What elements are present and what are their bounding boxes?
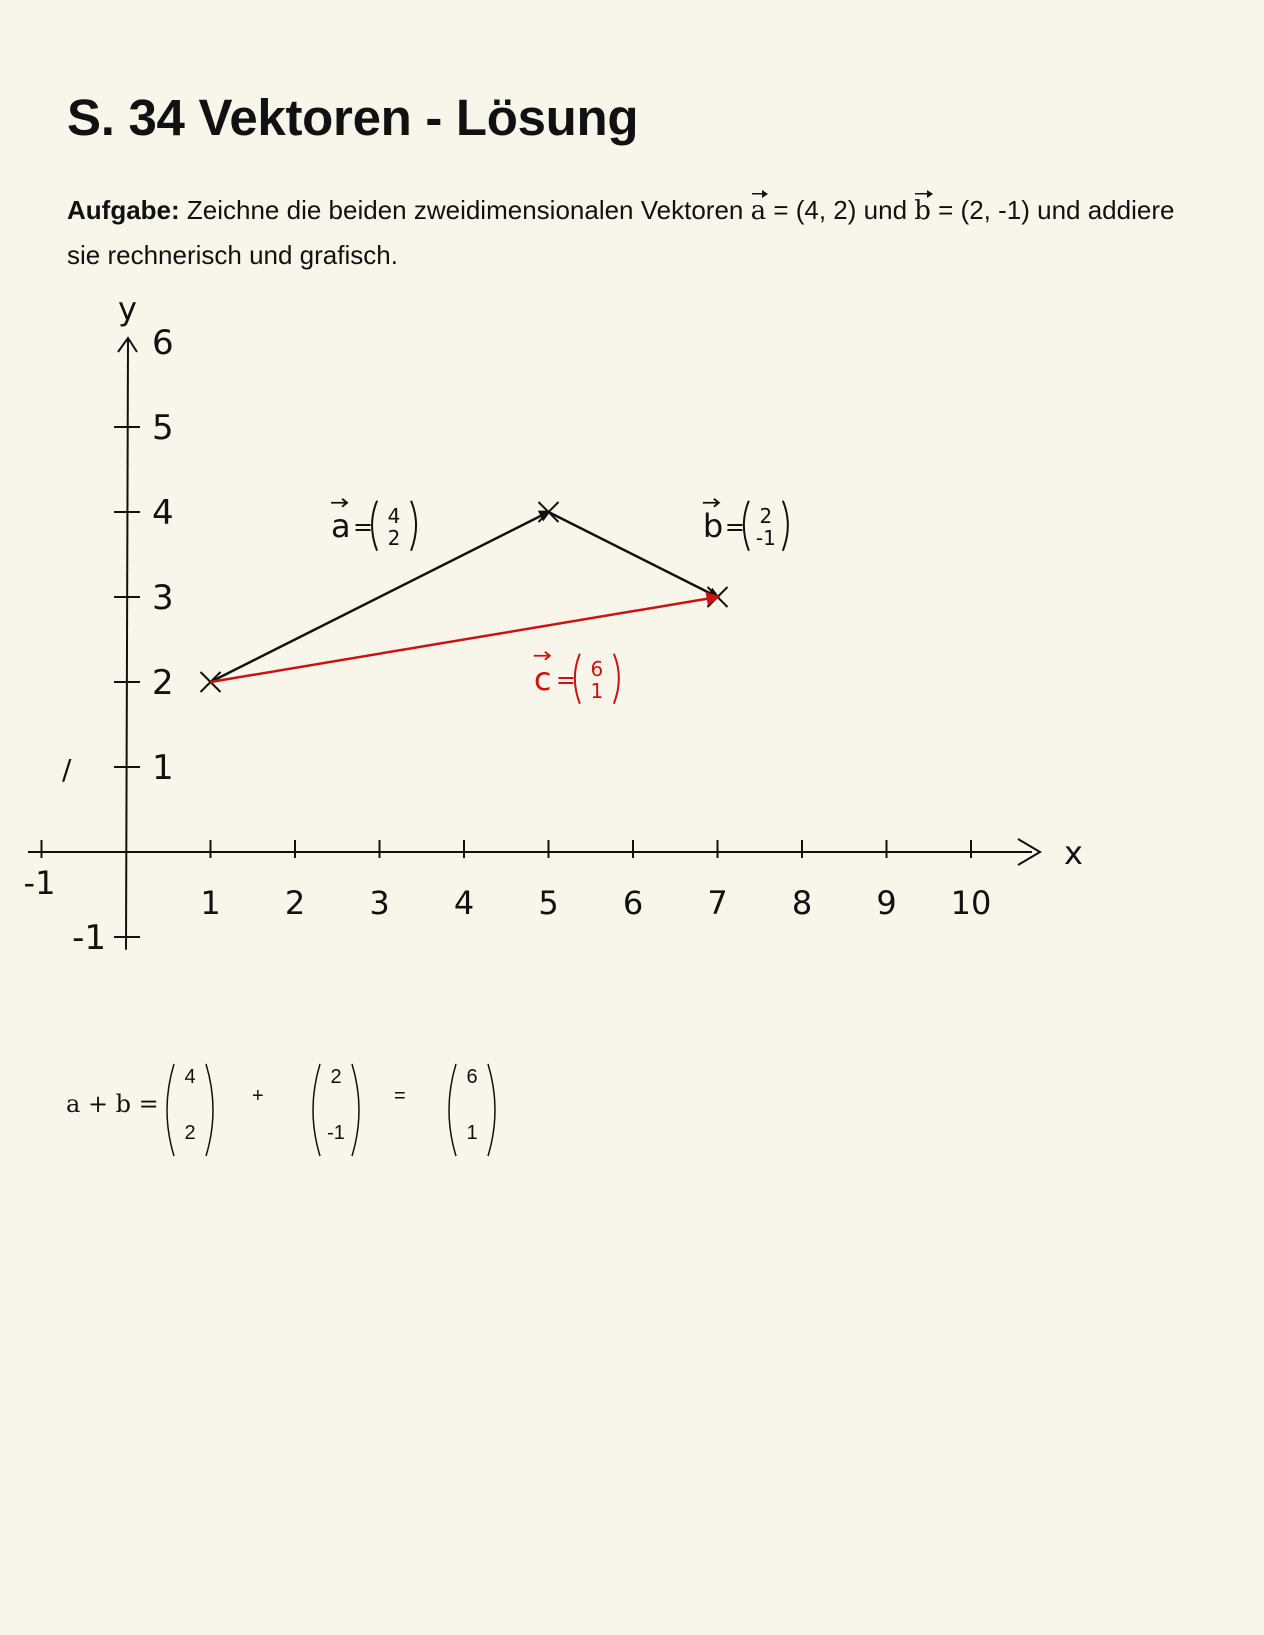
matrix-a-brackets [166, 1063, 214, 1157]
vector-c-name: c [534, 660, 552, 698]
x-tick-label-1: 1 [200, 884, 220, 922]
matrix-c-brackets [448, 1063, 496, 1157]
task-paragraph: Aufgabe: Zeichne die beiden zweidimensio… [67, 188, 1207, 277]
x-axis-label: x [1064, 834, 1083, 872]
x-axis-arrow [1017, 838, 1042, 866]
task-label: Aufgabe: [67, 195, 180, 225]
equals-sign: = [394, 1085, 406, 1107]
vector-c-component-y: 1 [590, 679, 603, 703]
ticks-group: -1 1 2 3 4 5 6 7 8 9 10 -1 1 2 3 4 5 6 [24, 323, 992, 958]
y-axis-label: y [118, 290, 137, 328]
x-tick-label-4: 4 [454, 884, 474, 922]
y-axis-arrow [117, 336, 138, 353]
y-tick-label-6: 6 [152, 323, 174, 363]
vector-c-arrow [210, 591, 721, 684]
vector-b-name: b [703, 507, 723, 545]
plus-sign: + [252, 1085, 264, 1107]
vector-a-component-y: 2 [388, 526, 401, 550]
vector-a-arrow [209, 510, 552, 684]
y-tick-label-5: 5 [152, 408, 174, 448]
vector-b-arrow-accent [702, 498, 721, 508]
stray-mark: / [62, 753, 72, 786]
vector-c-label: c = 61 [533, 651, 620, 705]
x-tick-label-7: 7 [707, 884, 727, 922]
sum-lhs: a + b = [66, 1090, 159, 1118]
vectors-group [199, 501, 729, 693]
matrix-a-bottom: 2 [184, 1122, 196, 1144]
vector-b-label: b = 2-1 [702, 498, 789, 552]
vector-b-component-y: -1 [756, 526, 776, 550]
vector-a-component-x: 4 [388, 504, 401, 528]
vector-a-equals: = [353, 513, 373, 541]
y-axis-line [125, 339, 129, 950]
vector-b-right-paren [781, 500, 789, 552]
x-tick-label--1: -1 [24, 864, 56, 902]
matrix-b-top: 2 [330, 1066, 342, 1088]
y-tick-label-2: 2 [152, 663, 174, 703]
matrix-c: 6 1 [442, 1060, 502, 1160]
vector-a-left-paren [371, 500, 378, 552]
vector-b-symbol: b [914, 189, 933, 233]
vector-c-arrow-accent [533, 651, 552, 661]
vector-c-equals: = [556, 666, 576, 694]
axes-group [28, 336, 1042, 950]
vector-a-label: a = 42 [331, 498, 418, 552]
vector-a-name: a [331, 507, 351, 545]
page-title: S. 34 Vektoren - Lösung [67, 89, 639, 146]
matrix-a-top: 4 [184, 1066, 196, 1088]
y-tick-label--1: -1 [72, 918, 106, 958]
task-text-2: = (4, 2) und [766, 195, 915, 225]
matrix-a: 4 2 [160, 1060, 220, 1160]
y-tick-label-4: 4 [152, 493, 174, 533]
matrix-c-top: 6 [466, 1066, 478, 1088]
labels-group: xy/a = 42 b = 2-1c = 61 [62, 290, 1083, 872]
task-text-1: Zeichne die beiden zweidimensionalen Vek… [179, 195, 751, 225]
x-tick-label-6: 6 [623, 884, 643, 922]
y-tick-label-1: 1 [152, 748, 174, 788]
x-tick-label-10: 10 [951, 884, 992, 922]
vector-a-right-paren [410, 500, 418, 552]
matrix-b: 2 -1 [306, 1060, 366, 1160]
y-tick-label-3: 3 [152, 578, 174, 618]
x-tick-label-8: 8 [792, 884, 812, 922]
vector-b-component-x: 2 [759, 504, 772, 528]
vector-a-arrow-accent [331, 498, 349, 508]
x-tick-label-3: 3 [369, 884, 389, 922]
task-text-3: = (2, -1) und addiere sie rechnerisch un… [67, 195, 1175, 270]
vector-c-right-paren [612, 653, 620, 705]
vector-a-symbol: a [751, 189, 768, 233]
vector-b-left-paren [742, 500, 750, 552]
vector-c-left-paren [573, 653, 581, 705]
sum-equation: a + b = 4 2 + 2 -1 = 6 1 [66, 1060, 546, 1170]
matrix-b-brackets [312, 1063, 360, 1157]
vector-b-arrow [547, 510, 721, 599]
matrix-c-bottom: 1 [466, 1122, 478, 1144]
vector-c-component-x: 6 [590, 657, 603, 681]
matrix-b-bottom: -1 [327, 1122, 345, 1144]
x-tick-label-5: 5 [538, 884, 558, 922]
vector-b-equals: = [725, 513, 745, 541]
x-tick-label-9: 9 [876, 884, 896, 922]
x-tick-label-2: 2 [285, 884, 305, 922]
